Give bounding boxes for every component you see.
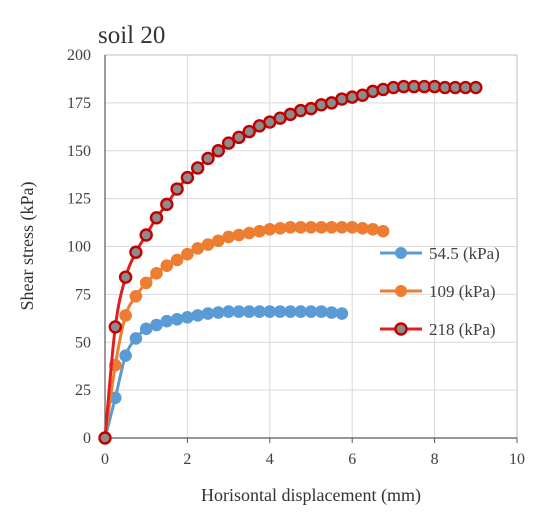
data-point	[118, 270, 133, 284]
x-tick-label: 6	[348, 451, 356, 468]
data-point	[181, 247, 194, 261]
data-point	[129, 289, 143, 303]
y-tick-label: 125	[67, 191, 91, 208]
data-point	[232, 130, 246, 145]
y-tick-label: 150	[67, 143, 91, 160]
data-point	[180, 170, 195, 185]
series-1	[98, 305, 349, 445]
data-point	[139, 276, 153, 290]
x-axis-title: Horisontal displacement (mm)	[201, 485, 421, 506]
legend-label: 218 (kPa)	[429, 320, 496, 339]
data-point	[222, 230, 235, 244]
legend-entry: 54.5 (kPa)	[380, 244, 500, 263]
y-tick-label: 0	[83, 430, 91, 447]
x-tick-label: 0	[101, 451, 109, 468]
legend-label: 54.5 (kPa)	[429, 244, 500, 263]
y-axis-title: Shear stress (kPa)	[17, 182, 38, 311]
data-point	[376, 224, 390, 238]
data-point	[201, 307, 215, 320]
legend-marker	[395, 285, 407, 297]
data-point	[170, 182, 184, 196]
data-point	[108, 320, 123, 334]
data-point	[242, 124, 256, 139]
data-point	[160, 259, 174, 272]
data-point	[149, 211, 164, 225]
data-point	[190, 161, 205, 175]
data-point	[253, 224, 266, 238]
data-point	[119, 309, 132, 322]
data-point	[263, 222, 277, 236]
legend-marker	[394, 322, 408, 336]
data-point	[181, 311, 194, 324]
data-point	[345, 221, 359, 234]
data-point	[273, 222, 287, 235]
x-tick-label: 10	[509, 451, 525, 468]
legend-marker	[395, 247, 407, 259]
data-point	[98, 431, 112, 445]
y-tick-label: 25	[75, 382, 91, 399]
data-point	[314, 98, 328, 112]
y-tick-label: 50	[75, 334, 91, 351]
data-point	[335, 307, 349, 320]
data-point	[212, 306, 225, 319]
data-point	[345, 90, 359, 104]
data-point	[119, 349, 132, 362]
data-point	[139, 228, 153, 242]
data-point	[150, 267, 163, 280]
x-tick-label: 8	[431, 451, 439, 468]
legend-label: 109 (kPa)	[429, 282, 496, 301]
data-point	[366, 222, 380, 236]
data-point	[315, 305, 328, 318]
data-point	[129, 332, 143, 345]
data-point	[325, 306, 338, 319]
data-point	[129, 245, 143, 259]
data-point	[242, 226, 256, 240]
data-point	[170, 312, 184, 326]
data-point	[201, 151, 215, 166]
data-point	[160, 314, 174, 328]
x-tick-label: 4	[266, 451, 274, 468]
data-point	[366, 84, 380, 99]
series-line	[103, 85, 476, 439]
data-point	[211, 144, 226, 158]
data-point	[469, 80, 483, 95]
data-point	[232, 228, 246, 242]
tick-labels: 0 25 50 75 100 125 150 175 200 0 2 4 6 8 10	[67, 47, 525, 468]
data-point	[356, 222, 369, 235]
y-tick-label: 100	[67, 239, 91, 256]
data-point	[191, 309, 204, 322]
x-tick-label: 2	[183, 451, 191, 468]
series-3	[98, 79, 483, 445]
y-tick-label: 75	[75, 286, 91, 303]
y-tick-label: 175	[67, 95, 91, 112]
data-point	[170, 253, 184, 267]
series-layer	[98, 79, 483, 445]
y-tick-label: 200	[67, 47, 91, 64]
data-point	[160, 197, 174, 212]
chart-title: soil 20	[98, 22, 165, 49]
legend-entry: 109 (kPa)	[380, 282, 496, 301]
data-point	[376, 82, 390, 97]
legend: 54.5 (kPa) 109 (kPa) 218 (kPa)	[380, 244, 500, 339]
data-point	[294, 103, 308, 118]
legend-entry: 218 (kPa)	[380, 320, 496, 339]
data-point	[221, 136, 236, 150]
data-point	[335, 92, 349, 106]
